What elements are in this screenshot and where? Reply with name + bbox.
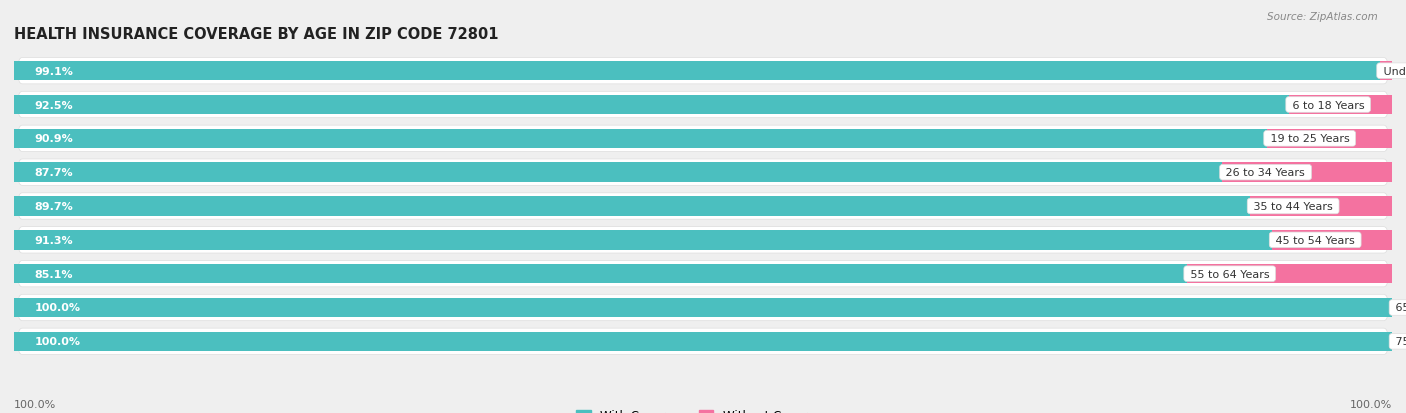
Text: 100.0%: 100.0% xyxy=(35,337,80,347)
Text: 55 to 64 Years: 55 to 64 Years xyxy=(1187,269,1272,279)
FancyBboxPatch shape xyxy=(18,126,1388,152)
Text: 6 to 18 Years: 6 to 18 Years xyxy=(1289,100,1368,110)
Bar xyxy=(14,197,1250,216)
Bar xyxy=(14,230,1272,250)
Bar xyxy=(1267,129,1392,149)
Bar xyxy=(14,62,1379,81)
FancyBboxPatch shape xyxy=(18,294,1388,321)
Bar xyxy=(14,95,1289,115)
Bar xyxy=(1187,264,1392,284)
Bar xyxy=(14,298,1392,318)
Text: 75 Years and older: 75 Years and older xyxy=(1392,337,1406,347)
Text: 99.1%: 99.1% xyxy=(35,66,73,76)
Text: 91.3%: 91.3% xyxy=(35,235,73,245)
Bar xyxy=(1272,230,1392,250)
Text: Source: ZipAtlas.com: Source: ZipAtlas.com xyxy=(1267,12,1378,22)
Text: HEALTH INSURANCE COVERAGE BY AGE IN ZIP CODE 72801: HEALTH INSURANCE COVERAGE BY AGE IN ZIP … xyxy=(14,26,499,41)
Bar xyxy=(14,264,1187,284)
Text: 90.9%: 90.9% xyxy=(35,134,73,144)
Text: 92.5%: 92.5% xyxy=(35,100,73,110)
FancyBboxPatch shape xyxy=(18,261,1388,287)
Text: Under 6 Years: Under 6 Years xyxy=(1379,66,1406,76)
Bar xyxy=(1250,197,1392,216)
FancyBboxPatch shape xyxy=(18,92,1388,119)
Bar xyxy=(1222,163,1392,183)
Text: 100.0%: 100.0% xyxy=(14,399,56,409)
FancyBboxPatch shape xyxy=(18,58,1388,85)
Text: 100.0%: 100.0% xyxy=(1350,399,1392,409)
FancyBboxPatch shape xyxy=(18,328,1388,355)
FancyBboxPatch shape xyxy=(18,159,1388,186)
Bar xyxy=(1289,95,1392,115)
Text: 19 to 25 Years: 19 to 25 Years xyxy=(1267,134,1353,144)
Bar xyxy=(14,163,1222,183)
Text: 65 to 74 Years: 65 to 74 Years xyxy=(1392,303,1406,313)
Text: 45 to 54 Years: 45 to 54 Years xyxy=(1272,235,1358,245)
Text: 100.0%: 100.0% xyxy=(35,303,80,313)
Text: 26 to 34 Years: 26 to 34 Years xyxy=(1222,168,1309,178)
Text: 87.7%: 87.7% xyxy=(35,168,73,178)
Bar xyxy=(14,129,1267,149)
FancyBboxPatch shape xyxy=(18,227,1388,254)
Text: 89.7%: 89.7% xyxy=(35,202,73,211)
Bar xyxy=(1379,62,1392,81)
Bar xyxy=(14,332,1392,351)
FancyBboxPatch shape xyxy=(18,193,1388,220)
Legend: With Coverage, Without Coverage: With Coverage, Without Coverage xyxy=(572,404,834,413)
Text: 85.1%: 85.1% xyxy=(35,269,73,279)
Text: 35 to 44 Years: 35 to 44 Years xyxy=(1250,202,1336,211)
